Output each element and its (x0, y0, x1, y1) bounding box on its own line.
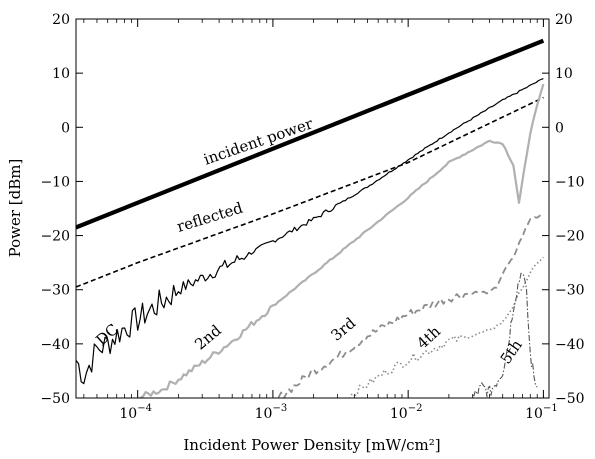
annotation-layer: incident power reflected DC 2nd 3rd 4th 5th (92, 114, 526, 367)
plot-frame (75, 18, 550, 399)
y-tick-label-left: −10 (40, 174, 70, 190)
y-tick-label-right: −20 (555, 229, 585, 245)
y-tick-label-left: −30 (40, 283, 70, 299)
series-line-reflected (76, 96, 544, 288)
series-line-dc (76, 78, 544, 385)
y-tick-label-right: 10 (555, 66, 573, 82)
y-tick-label-right: 0 (555, 120, 564, 136)
tick-layer: 20 20 10 10 0 0 −10 −10 −20 −20 −30 −30 −40 −40 −50 −50… (40, 12, 584, 422)
y-axis-title: Power [dBm] (6, 159, 24, 258)
y-tick-label-left: 10 (52, 66, 70, 82)
x-tick-label: 10−4 (119, 403, 152, 422)
x-tick-label: 10−1 (525, 403, 558, 422)
y-tick-label-right: −40 (555, 337, 585, 353)
y-tick-label-right: −50 (555, 391, 585, 407)
series-layer (76, 38, 545, 398)
y-tick-label-left: −20 (40, 229, 70, 245)
x-axis-title: Incident Power Density [mW/cm²] (183, 436, 440, 454)
plot-area-clip-group (76, 38, 545, 398)
y-tick-label-left: 0 (61, 120, 70, 136)
x-tick-label: 10−3 (255, 403, 288, 422)
y-tick-label-left: −40 (40, 337, 70, 353)
annotation-2nd: 2nd (191, 321, 225, 354)
annotation-4th: 4th (413, 322, 444, 352)
annotation-5th: 5th (497, 336, 526, 367)
series-line-second (138, 83, 545, 398)
x-tick-label: 10−2 (390, 403, 423, 422)
annotation-3rd: 3rd (327, 314, 359, 345)
y-tick-label-left: 20 (52, 12, 70, 28)
y-tick-label-right: −10 (555, 174, 585, 190)
annotation-reflected: reflected (175, 199, 246, 236)
series-line-third (277, 213, 544, 398)
series-line-incident (76, 38, 545, 230)
y-tick-label-left: −50 (40, 391, 70, 407)
y-tick-label-right: 20 (555, 12, 573, 28)
series-line-fifth (472, 272, 538, 398)
series-line-fourth (349, 256, 544, 398)
y-tick-label-right: −30 (555, 283, 585, 299)
annotation-dc: DC (92, 320, 122, 349)
annotation-incident-power: incident power (201, 114, 316, 168)
